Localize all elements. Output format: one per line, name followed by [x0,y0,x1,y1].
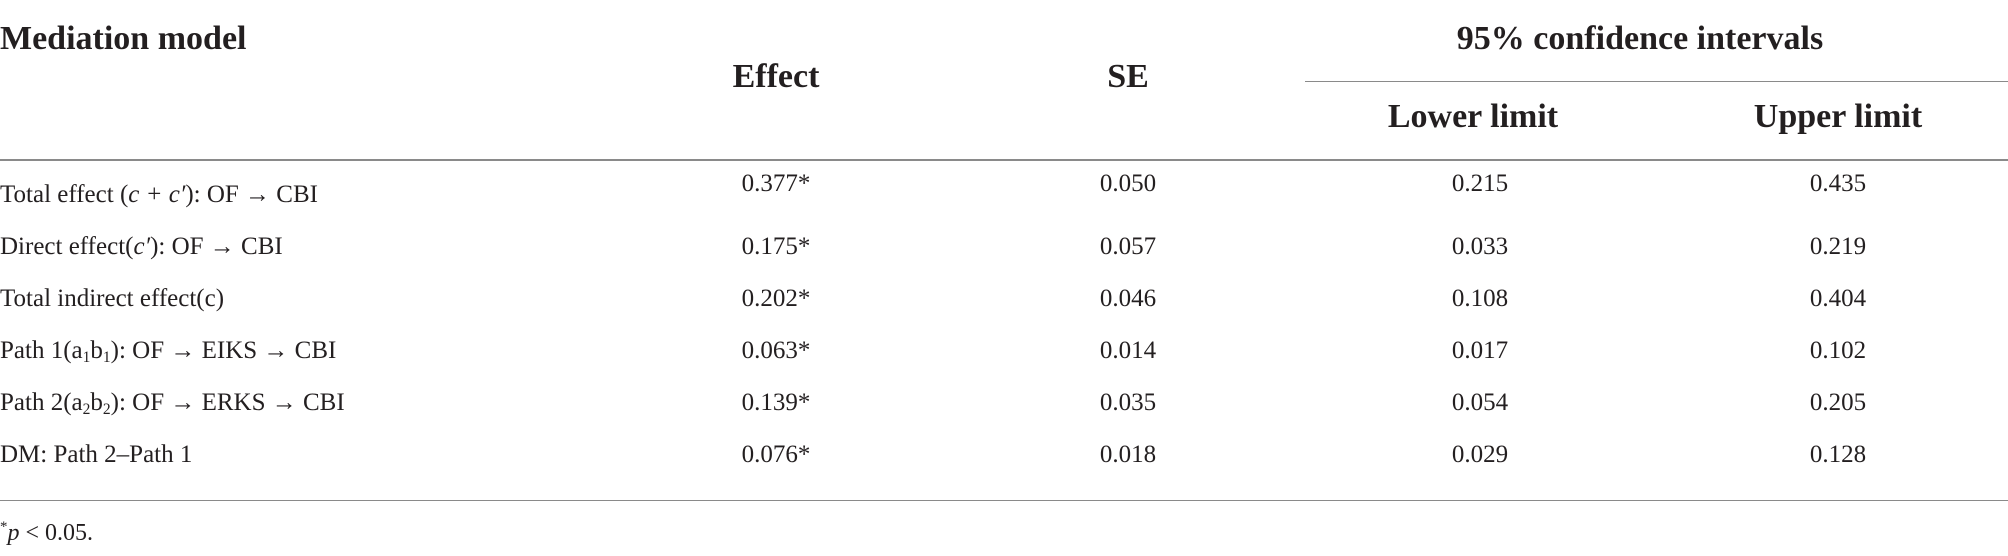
ci-header-rule [1305,81,2008,82]
se-value: 0.057 [1099,233,1157,260]
header-se: SE [1107,58,1149,95]
row-label: DM: Path 2–Path 1 [0,441,193,468]
lower-limit-value: 0.108 [1451,285,1509,312]
upper-limit-value: 0.404 [1809,285,1867,312]
row-label: Total indirect effect(c) [0,285,225,312]
header-effect: Effect [732,58,820,95]
effect-value: 0.063* [741,337,811,364]
header-mediation-model: Mediation model [0,20,247,57]
lower-limit-value: 0.215 [1451,170,1509,197]
upper-limit-value: 0.205 [1809,389,1867,416]
effect-value: 0.139* [741,389,811,416]
upper-limit-value: 0.102 [1809,337,1867,364]
row-label: Path 2(a2b2): OF → ERKS → CBI [0,389,345,418]
lower-limit-value: 0.017 [1451,337,1509,364]
header-upper-limit: Upper limit [1753,98,1923,135]
effect-value: 0.076* [741,441,811,468]
header-bottom-rule [0,159,2008,161]
header-lower-limit: Lower limit [1387,98,1559,135]
effect-value: 0.377* [741,170,811,197]
effect-value: 0.175* [741,233,811,260]
se-value: 0.046 [1099,285,1157,312]
table-bottom-rule [0,500,2008,501]
header-ci: 95% confidence intervals [1456,20,1824,57]
effect-value: 0.202* [741,285,811,312]
row-label: Total effect (c + c′): OF → CBI [0,181,318,208]
upper-limit-value: 0.435 [1809,170,1867,197]
lower-limit-value: 0.033 [1451,233,1509,260]
se-value: 0.050 [1099,170,1157,197]
row-label: Direct effect(c′): OF → CBI [0,233,283,260]
lower-limit-value: 0.054 [1451,389,1509,416]
upper-limit-value: 0.219 [1809,233,1867,260]
se-value: 0.035 [1099,389,1157,416]
upper-limit-value: 0.128 [1809,441,1867,468]
lower-limit-value: 0.029 [1451,441,1509,468]
se-value: 0.018 [1099,441,1157,468]
table-footnote: *p < 0.05. [0,519,93,546]
row-label: Path 1(a1b1): OF → EIKS → CBI [0,337,337,366]
se-value: 0.014 [1099,337,1157,364]
